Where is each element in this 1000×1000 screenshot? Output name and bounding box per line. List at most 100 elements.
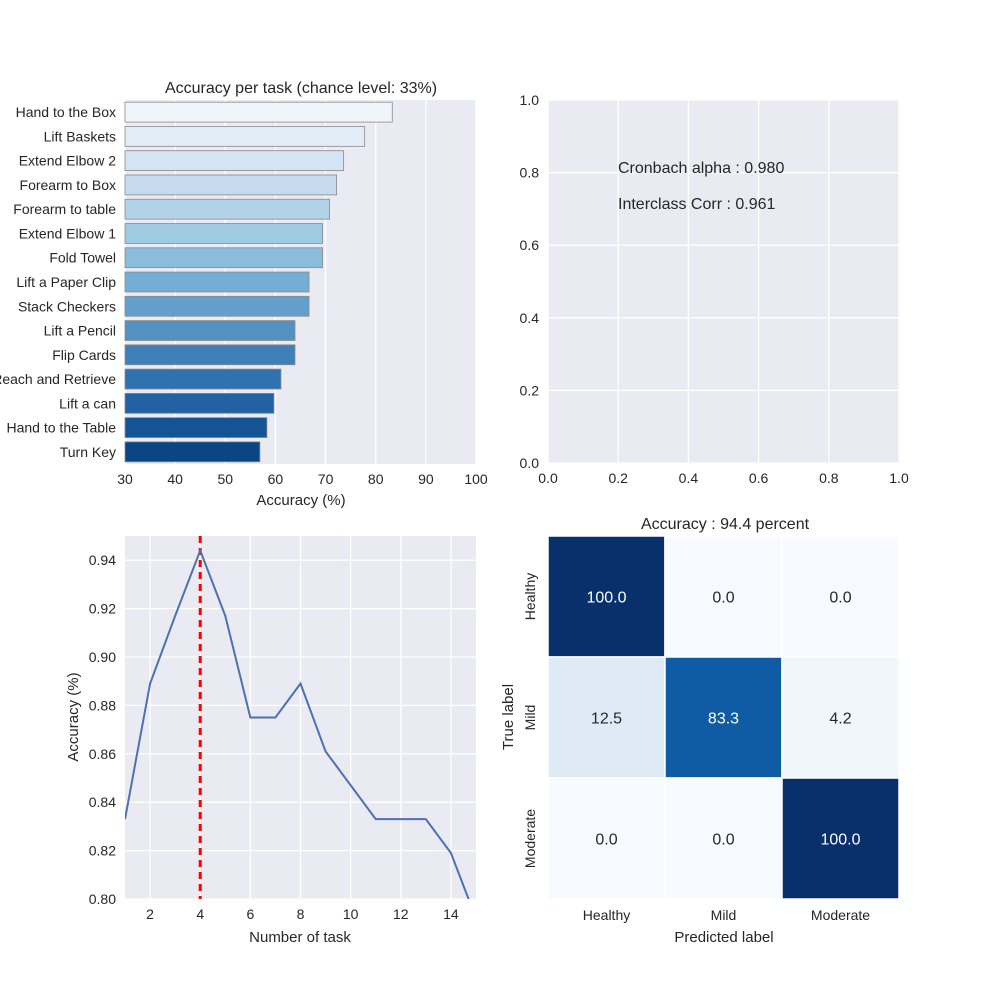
bar-mark (124, 271, 310, 293)
bar-mark (124, 368, 282, 390)
bar-category-label: Reach and Retrieve (0, 371, 116, 387)
bar-mark (124, 344, 296, 366)
stats-x-tick-label: 1.0 (889, 470, 909, 486)
bar-category-label: Lift Baskets (44, 128, 116, 144)
bar-x-tick-label: 70 (318, 471, 334, 487)
bar-mark (124, 198, 330, 220)
heatmap-cell-label: 83.3 (708, 711, 739, 728)
stats-y-tick-label: 0.6 (520, 237, 540, 253)
line-x-tick-label: 10 (343, 906, 359, 922)
heatmap-y-tick-label: Mild (522, 705, 538, 731)
bar-mark (124, 247, 323, 269)
bar-mark (124, 150, 345, 172)
stats-y-tick-label: 0.2 (520, 382, 540, 398)
stats-x-tick-label: 0.8 (819, 470, 839, 486)
bar-category-label: Hand to the Box (16, 104, 116, 120)
line-x-tick-label: 6 (246, 906, 254, 922)
stats-y-tick-label: 0.0 (520, 455, 540, 471)
line-y-tick-label: 0.88 (89, 697, 116, 713)
bar-category-label: Extend Elbow 1 (19, 225, 116, 241)
heatmap-cell-label: 12.5 (591, 711, 622, 728)
bar-x-tick-label: 100 (464, 471, 488, 487)
heatmap-cell (781, 535, 900, 658)
heatmap-y-tick-label: Moderate (522, 809, 538, 868)
bar-category-label: Forearm to table (13, 201, 116, 217)
bar-category-label: Flip Cards (52, 347, 116, 363)
bar-category-label: Fold Towel (49, 250, 116, 266)
bar-mark (124, 126, 366, 147)
line-y-tick-label: 0.90 (89, 649, 116, 665)
stats-x-tick-label: 0.6 (749, 470, 769, 486)
bar-category-label: Forearm to Box (20, 177, 116, 193)
bar-mark (124, 101, 393, 123)
stats-x-tick-label: 0.2 (608, 470, 628, 486)
stats-x-tick-label: 0.4 (679, 470, 699, 486)
bar-category-label: Turn Key (60, 444, 116, 460)
line-x-tick-label: 2 (146, 906, 154, 922)
bar-mark (124, 174, 338, 196)
heatmap-cell-label: 0.0 (712, 590, 734, 607)
line-y-tick-label: 0.82 (89, 843, 116, 859)
heatmap-cell-label: 0.0 (712, 832, 734, 849)
bar-mark (124, 417, 268, 438)
accuracy-series-line (125, 547, 470, 899)
line-y-tick-label: 0.80 (89, 891, 116, 907)
confusion-matrix-title: Accuracy : 94.4 percent (641, 516, 810, 533)
heatmap-cell (664, 777, 783, 900)
line-x-tick-label: 14 (443, 906, 459, 922)
bar-x-tick-label: 50 (217, 471, 233, 487)
bar-x-tick-label: 90 (418, 471, 434, 487)
heatmap-cell (781, 777, 900, 900)
heatmap-x-tick-label: Healthy (583, 907, 630, 923)
bar-chart-title: Accuracy per task (chance level: 33%) (165, 80, 437, 97)
bar-category-label: Lift a Paper Clip (16, 274, 116, 290)
bar-mark (124, 295, 310, 317)
heatmap-cell-label: 100.0 (820, 832, 860, 849)
line-x-tick-label: 12 (393, 906, 409, 922)
heatmap-cell (664, 535, 783, 658)
bar-x-axis-label: Accuracy (%) (256, 492, 345, 509)
bar-category-label: Hand to the Table (7, 420, 117, 436)
heatmap-y-tick-label: Healthy (522, 573, 538, 620)
stats-y-tick-label: 1.0 (520, 92, 540, 108)
heatmap-cell-label: 0.0 (829, 590, 851, 607)
stats-panel: 0.0 0.2 0.4 0.6 0.8 1.0 0.0 0.2 0.4 0.6 0.8 1.0 Cro… (520, 92, 909, 486)
line-y-tick-label: 0.92 (89, 601, 116, 617)
stats-y-tick-label: 0.4 (520, 310, 540, 326)
bar-category-label: Lift a Pencil (44, 323, 116, 339)
line-y-axis-label: Accuracy (%) (65, 672, 82, 761)
line-x-axis-label: Number of task (249, 929, 351, 946)
bar-x-tick-label: 80 (368, 471, 384, 487)
heatmap-cell (547, 656, 666, 779)
bar-mark (124, 392, 275, 414)
line-x-tick-label: 4 (196, 906, 204, 922)
heatmap-cell-label: 0.0 (595, 832, 617, 849)
line-x-tick-label: 8 (297, 906, 305, 922)
heatmap-x-tick-label: Mild (711, 907, 737, 923)
interclass-corr-annotation: Interclass Corr : 0.961 (618, 196, 776, 213)
bar-mark (124, 441, 261, 463)
heatmap-cell (547, 777, 666, 900)
heatmap-cell-label: 100.0 (586, 590, 626, 607)
heatmap-cell-label: 4.2 (829, 711, 851, 728)
line-y-tick-label: 0.84 (89, 794, 116, 810)
heatmap-cell (664, 656, 783, 779)
bar-x-tick-label: 30 (117, 471, 133, 487)
stats-plot-area (548, 100, 899, 463)
bar-category-label: Extend Elbow 2 (19, 153, 116, 169)
line-chart-panel: 2 4 6 8 10 12 14 0.80 0.82 0.84 0.86 0.88 0.90 0.92 0.… (65, 536, 476, 946)
bar-mark (124, 223, 323, 244)
confusion-matrix-panel: 100.0 0.0 0.0 12.5 83.3 4.2 0.0 0.0 100.0 Health… (500, 516, 900, 946)
heatmap-cell (547, 535, 666, 658)
stats-y-tick-label: 0.8 (520, 165, 540, 181)
bar-x-tick-label: 60 (268, 471, 284, 487)
line-y-tick-label: 0.94 (89, 552, 116, 568)
line-y-tick-label: 0.86 (89, 746, 116, 762)
stats-x-tick-label: 0.0 (538, 470, 558, 486)
bar-category-label: Lift a can (59, 395, 116, 411)
heatmap-y-axis-label: True label (500, 684, 517, 750)
bar-chart-panel: Hand to the Box Lift Baskets Extend Elbow … (0, 80, 488, 509)
bar-x-tick-label: 40 (167, 471, 183, 487)
bar-category-label: Stack Checkers (18, 298, 116, 314)
heatmap-x-tick-label: Moderate (811, 907, 870, 923)
